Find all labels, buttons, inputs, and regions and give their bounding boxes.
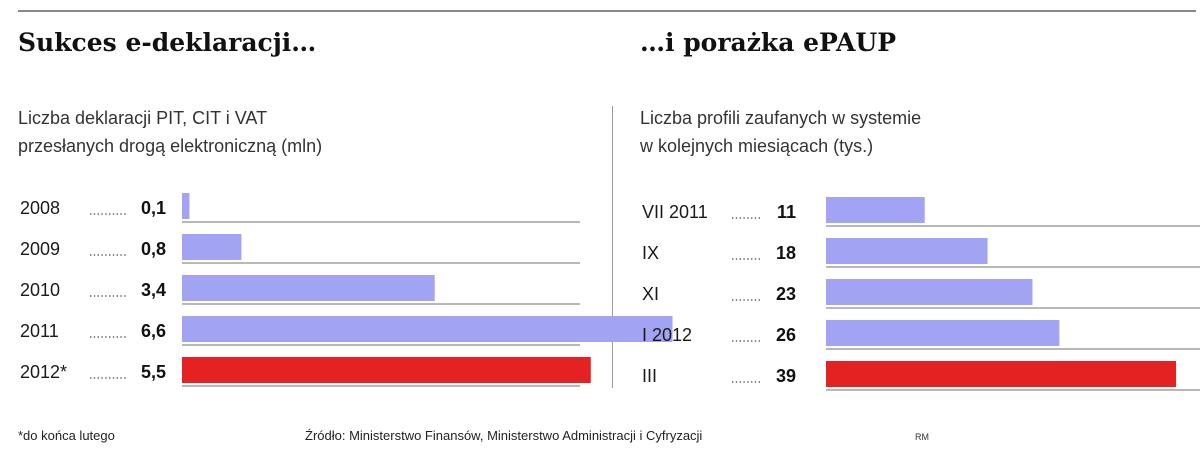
panel-divider [612,106,613,388]
source-note: Źródło: Ministerstwo Finansów, Ministers… [305,428,703,443]
category-label: 2008 [20,198,60,218]
right-chart-title: …i porażka ePAUP [640,28,897,57]
category-label: 2010 [20,280,60,300]
value-label: 23 [776,284,796,304]
value-label: 0,8 [141,239,166,259]
bar [826,361,1177,387]
bar [826,279,1033,305]
category-label: VII 2011 [642,202,708,222]
bar [182,275,435,301]
right-subtitle-line-2: w kolejnych miesiącach (tys.) [640,136,874,156]
bar [182,357,591,383]
bar [826,320,1060,346]
bar [182,234,242,260]
category-label: IX [642,243,659,263]
value-label: 0,1 [141,198,166,218]
value-label: 5,5 [141,362,166,382]
bar [826,197,925,223]
left-chart-title: Sukces e-deklaracji… [18,28,317,57]
credit-initials: RM [915,432,929,442]
right-chart-subtitle: Liczba profili zaufanych w systemie w ko… [640,104,921,160]
value-label: 26 [776,325,796,345]
left-bar-chart: 2008 0,1 2009 0,8 2010 3,4 2011 6,6 2012* 5,5 [20,193,673,387]
top-rule [18,10,1196,12]
category-label: 2009 [20,239,60,259]
left-subtitle-line-2: przesłanych drogą elektroniczną (mln) [18,136,323,156]
footnote: *do końca lutego [18,428,115,443]
value-label: 6,6 [141,321,166,341]
left-subtitle-line-1: Liczba deklaracji PIT, CIT i VAT [18,108,268,128]
category-label: 2011 [20,321,59,341]
value-label: 18 [776,243,796,263]
right-subtitle-line-1: Liczba profili zaufanych w systemie [640,108,922,128]
right-bar-chart: VII 2011 11 IX 18 XI 23 I 2012 26 III 39 [642,197,1200,391]
bar [182,193,190,219]
category-label: III [642,366,657,386]
category-label: XI [642,284,659,304]
category-label: 2012* [20,362,67,382]
value-label: 39 [776,366,796,386]
bar [826,238,988,264]
left-chart-subtitle: Liczba deklaracji PIT, CIT i VAT przesła… [18,104,322,160]
value-label: 11 [777,202,796,222]
bar [182,316,673,342]
value-label: 3,4 [141,280,166,300]
category-label: I 2012 [642,325,692,345]
